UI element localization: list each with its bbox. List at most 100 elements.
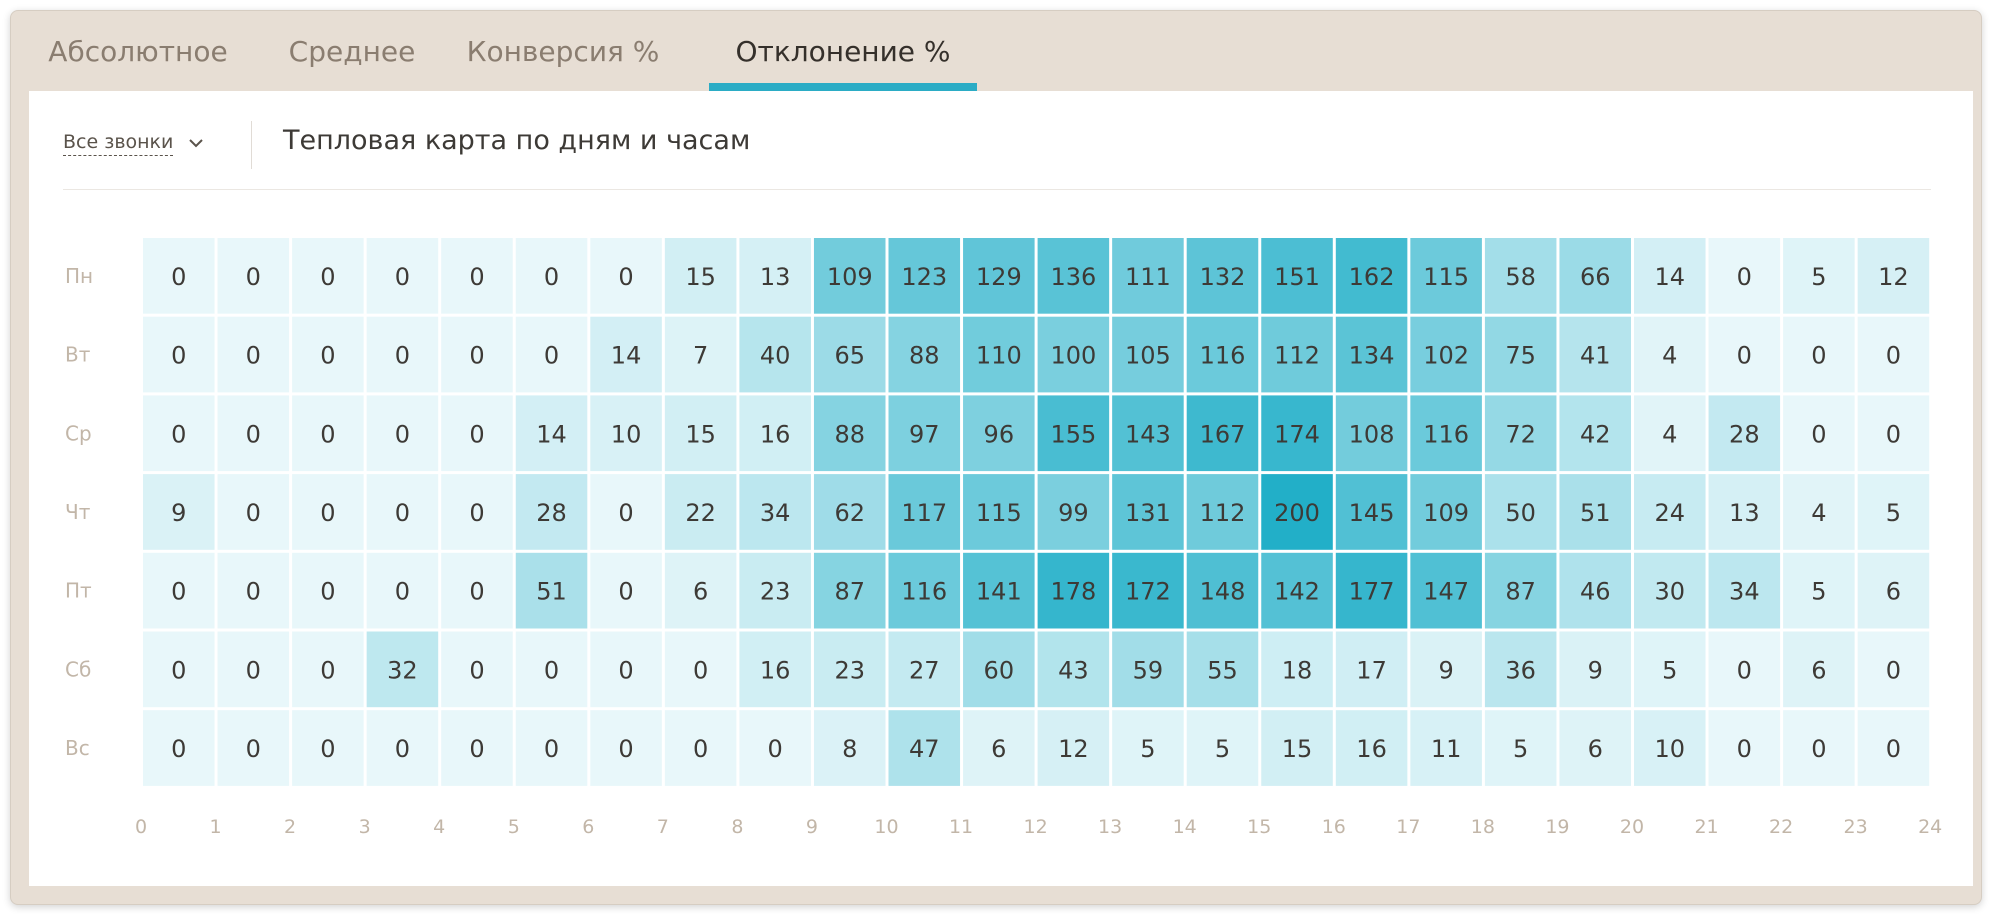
heatmap-cell[interactable] xyxy=(1112,395,1184,472)
heatmap-cell[interactable] xyxy=(888,710,961,786)
heatmap-cell[interactable] xyxy=(1186,316,1259,393)
heatmap-cell[interactable] xyxy=(292,631,364,708)
heatmap-cell[interactable] xyxy=(888,395,961,472)
heatmap-cell[interactable] xyxy=(1484,710,1557,786)
heatmap-cell[interactable] xyxy=(515,395,588,472)
heatmap-cell[interactable] xyxy=(1783,552,1855,629)
heatmap-cell[interactable] xyxy=(1708,395,1781,472)
heatmap-cell[interactable] xyxy=(1634,552,1706,629)
calls-filter-dropdown[interactable]: Все звонки xyxy=(63,125,205,161)
heatmap-cell[interactable] xyxy=(1112,474,1184,550)
heatmap-cell[interactable] xyxy=(1335,238,1408,314)
heatmap-cell[interactable] xyxy=(292,238,364,314)
heatmap-cell[interactable] xyxy=(888,474,961,550)
heatmap-cell[interactable] xyxy=(441,474,513,550)
heatmap-cell[interactable] xyxy=(590,474,662,550)
heatmap-cell[interactable] xyxy=(1708,238,1781,314)
heatmap-cell[interactable] xyxy=(1559,238,1631,314)
heatmap-cell[interactable] xyxy=(888,316,961,393)
heatmap-cell[interactable] xyxy=(1708,631,1781,708)
heatmap-cell[interactable] xyxy=(664,474,737,550)
heatmap-cell[interactable] xyxy=(143,474,215,550)
heatmap-cell[interactable] xyxy=(1186,631,1259,708)
heatmap-cell[interactable] xyxy=(1335,631,1408,708)
heatmap-cell[interactable] xyxy=(515,710,588,786)
heatmap-cell[interactable] xyxy=(515,631,588,708)
heatmap-cell[interactable] xyxy=(963,552,1035,629)
heatmap-cell[interactable] xyxy=(366,238,439,314)
heatmap-cell[interactable] xyxy=(1037,316,1110,393)
heatmap-cell[interactable] xyxy=(217,474,290,550)
heatmap-cell[interactable] xyxy=(1857,631,1930,708)
heatmap-cell[interactable] xyxy=(888,238,961,314)
heatmap-cell[interactable] xyxy=(813,710,886,786)
heatmap-cell[interactable] xyxy=(366,395,439,472)
heatmap-cell[interactable] xyxy=(963,710,1035,786)
heatmap-cell[interactable] xyxy=(366,474,439,550)
heatmap-cell[interactable] xyxy=(739,474,811,550)
heatmap-cell[interactable] xyxy=(441,631,513,708)
heatmap-cell[interactable] xyxy=(143,631,215,708)
heatmap-cell[interactable] xyxy=(813,631,886,708)
heatmap-cell[interactable] xyxy=(813,395,886,472)
heatmap-cell[interactable] xyxy=(217,316,290,393)
heatmap-cell[interactable] xyxy=(1410,238,1482,314)
heatmap-cell[interactable] xyxy=(1484,395,1557,472)
heatmap-cell[interactable] xyxy=(963,238,1035,314)
heatmap-cell[interactable] xyxy=(590,631,662,708)
heatmap-cell[interactable] xyxy=(1783,395,1855,472)
heatmap-cell[interactable] xyxy=(143,710,215,786)
heatmap-cell[interactable] xyxy=(441,552,513,629)
heatmap-cell[interactable] xyxy=(1335,395,1408,472)
heatmap-cell[interactable] xyxy=(1112,238,1184,314)
heatmap-cell[interactable] xyxy=(441,710,513,786)
heatmap-cell[interactable] xyxy=(1484,552,1557,629)
heatmap-cell[interactable] xyxy=(1186,552,1259,629)
heatmap-cell[interactable] xyxy=(1410,631,1482,708)
heatmap-cell[interactable] xyxy=(1559,631,1631,708)
heatmap-cell[interactable] xyxy=(664,316,737,393)
heatmap-cell[interactable] xyxy=(739,631,811,708)
heatmap-cell[interactable] xyxy=(590,316,662,393)
heatmap-cell[interactable] xyxy=(1410,395,1482,472)
heatmap-cell[interactable] xyxy=(1634,710,1706,786)
heatmap-cell[interactable] xyxy=(217,552,290,629)
heatmap-cell[interactable] xyxy=(1559,710,1631,786)
heatmap-cell[interactable] xyxy=(1261,474,1333,550)
heatmap-cell[interactable] xyxy=(1335,316,1408,393)
heatmap-cell[interactable] xyxy=(143,316,215,393)
heatmap-cell[interactable] xyxy=(590,552,662,629)
heatmap-cell[interactable] xyxy=(515,238,588,314)
heatmap-cell[interactable] xyxy=(1708,316,1781,393)
heatmap-cell[interactable] xyxy=(739,238,811,314)
heatmap-cell[interactable] xyxy=(590,710,662,786)
heatmap-cell[interactable] xyxy=(813,316,886,393)
heatmap-cell[interactable] xyxy=(217,631,290,708)
heatmap-cell[interactable] xyxy=(217,710,290,786)
heatmap-cell[interactable] xyxy=(1484,474,1557,550)
heatmap-cell[interactable] xyxy=(1857,238,1930,314)
heatmap-cell[interactable] xyxy=(217,395,290,472)
heatmap-cell[interactable] xyxy=(1484,238,1557,314)
heatmap-cell[interactable] xyxy=(1559,316,1631,393)
heatmap-cell[interactable] xyxy=(366,631,439,708)
heatmap-cell[interactable] xyxy=(1261,552,1333,629)
heatmap-cell[interactable] xyxy=(1186,474,1259,550)
heatmap-cell[interactable] xyxy=(1186,710,1259,786)
heatmap-cell[interactable] xyxy=(590,238,662,314)
heatmap-cell[interactable] xyxy=(963,474,1035,550)
heatmap-cell[interactable] xyxy=(1186,238,1259,314)
heatmap-cell[interactable] xyxy=(292,395,364,472)
heatmap-cell[interactable] xyxy=(1261,395,1333,472)
heatmap-cell[interactable] xyxy=(888,552,961,629)
heatmap-cell[interactable] xyxy=(963,631,1035,708)
heatmap-cell[interactable] xyxy=(739,395,811,472)
heatmap-cell[interactable] xyxy=(1783,710,1855,786)
heatmap-cell[interactable] xyxy=(739,552,811,629)
heatmap-cell[interactable] xyxy=(1783,238,1855,314)
tab-conversion[interactable]: Конверсия % xyxy=(466,34,660,68)
heatmap-cell[interactable] xyxy=(1783,316,1855,393)
heatmap-cell[interactable] xyxy=(1783,474,1855,550)
heatmap-cell[interactable] xyxy=(292,316,364,393)
heatmap-cell[interactable] xyxy=(664,552,737,629)
